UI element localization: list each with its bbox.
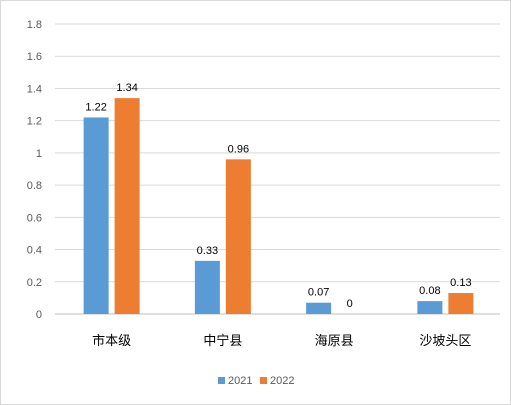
y-tick-label: 0.6 [27, 212, 42, 224]
data-label: 0 [347, 298, 353, 310]
y-tick-label: 0.8 [27, 180, 42, 192]
x-tick-label: 中宁县 [203, 333, 242, 349]
bar-2021 [306, 302, 332, 314]
bar-2022 [114, 98, 140, 314]
data-label: 0.96 [228, 143, 249, 155]
legend-swatch-2021 [218, 377, 225, 384]
x-tick-label: 海原县 [315, 334, 354, 349]
y-tick-label: 0 [36, 309, 42, 321]
legend-swatch-2022 [260, 377, 267, 384]
y-tick-label: 1.2 [27, 116, 42, 128]
data-label: 0.33 [197, 245, 218, 257]
y-tick-label: 1.4 [27, 83, 42, 95]
data-label: 0.13 [450, 277, 471, 289]
bar-2021 [417, 301, 443, 314]
x-tick-label: 市本级 [92, 333, 131, 349]
data-label: 1.34 [116, 82, 137, 94]
y-tick-label: 0.4 [27, 245, 42, 257]
bar-2021 [194, 260, 220, 314]
data-label: 0.07 [308, 287, 329, 299]
y-tick-label: 1 [36, 148, 42, 160]
legend-label: 2022 [270, 375, 294, 387]
bar-2022 [225, 159, 251, 314]
bar-2021 [83, 117, 109, 314]
data-label: 1.22 [85, 101, 106, 113]
bar-2022 [448, 293, 474, 314]
data-label: 0.08 [419, 285, 440, 297]
y-tick-label: 0.2 [27, 277, 42, 289]
x-tick-label: 沙坡头区 [419, 334, 471, 349]
y-tick-label: 1.8 [27, 19, 42, 31]
y-tick-label: 1.6 [27, 51, 42, 63]
legend-label: 2021 [228, 375, 252, 387]
